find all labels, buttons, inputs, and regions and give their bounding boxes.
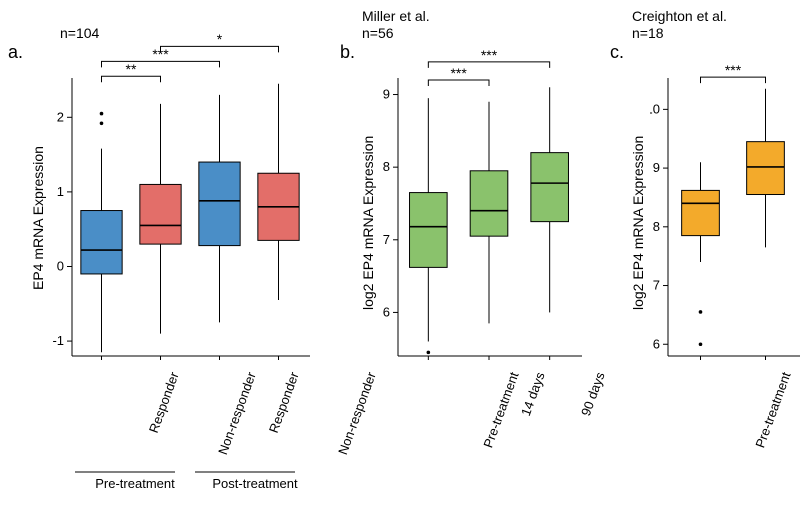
panel-c-x0: Pre-treatment <box>752 370 793 450</box>
sig-annotation: *** <box>481 47 497 63</box>
panel-b-svg: 6 7 8 9 <box>380 40 590 360</box>
panel-a-group0: Pre-treatment <box>75 476 195 491</box>
svg-text:6: 6 <box>383 304 390 319</box>
sig-annotation: * <box>217 31 222 47</box>
panel-c-letter: c. <box>610 42 624 63</box>
svg-text:1: 1 <box>57 184 64 199</box>
panel-a-group1: Post-treatment <box>195 476 315 491</box>
svg-text:2: 2 <box>57 109 64 124</box>
panel-b-x1: 14 days <box>518 370 548 418</box>
svg-text:9: 9 <box>653 160 660 175</box>
svg-text:7: 7 <box>653 278 660 293</box>
sig-annotation: ** <box>126 61 137 77</box>
svg-text:8: 8 <box>653 219 660 234</box>
panel-a-x0: Responder <box>146 370 182 435</box>
panel-b-study: Miller et al. <box>362 8 430 24</box>
panel-a-x2: Responder <box>266 370 302 435</box>
sig-annotation: *** <box>450 65 466 81</box>
panel-a-ylabel: EP4 mRNA Expression <box>30 146 46 290</box>
panel-b-ylabel: log2 EP4 mRNA Expression <box>360 136 376 310</box>
svg-text:0: 0 <box>57 258 64 273</box>
panel-c-n: n=18 <box>632 25 664 41</box>
svg-text:6: 6 <box>653 336 660 351</box>
svg-text:10: 10 <box>650 101 660 116</box>
panel-a-x3: Non-responder <box>335 370 379 457</box>
figure-root: a. n=104 EP4 mRNA Expression -1 0 1 2 Respo… <box>0 0 800 525</box>
panel-c-study: Creighton et al. <box>632 8 727 24</box>
panel-b-x0: Pre-treatment <box>480 370 521 450</box>
panel-a-letter: a. <box>8 42 23 63</box>
panel-a-n: n=104 <box>60 25 99 41</box>
panel-c-ylabel: log2 EP4 mRNA Expression <box>630 136 646 310</box>
sig-annotation: *** <box>725 62 741 78</box>
panel-a-svg: -1 0 1 2 <box>50 40 320 360</box>
svg-text:7: 7 <box>383 232 390 247</box>
panel-b-x2: 90 days <box>578 370 608 418</box>
panel-a-x1: Non-responder <box>215 370 259 457</box>
panel-c-svg: 6 7 8 9 10 <box>650 40 800 360</box>
panel-b-letter: b. <box>340 42 355 63</box>
sig-annotation: *** <box>152 46 168 62</box>
panel-b-n: n=56 <box>362 25 394 41</box>
svg-text:8: 8 <box>383 159 390 174</box>
svg-text:9: 9 <box>383 87 390 102</box>
svg-text:-1: -1 <box>52 333 64 348</box>
